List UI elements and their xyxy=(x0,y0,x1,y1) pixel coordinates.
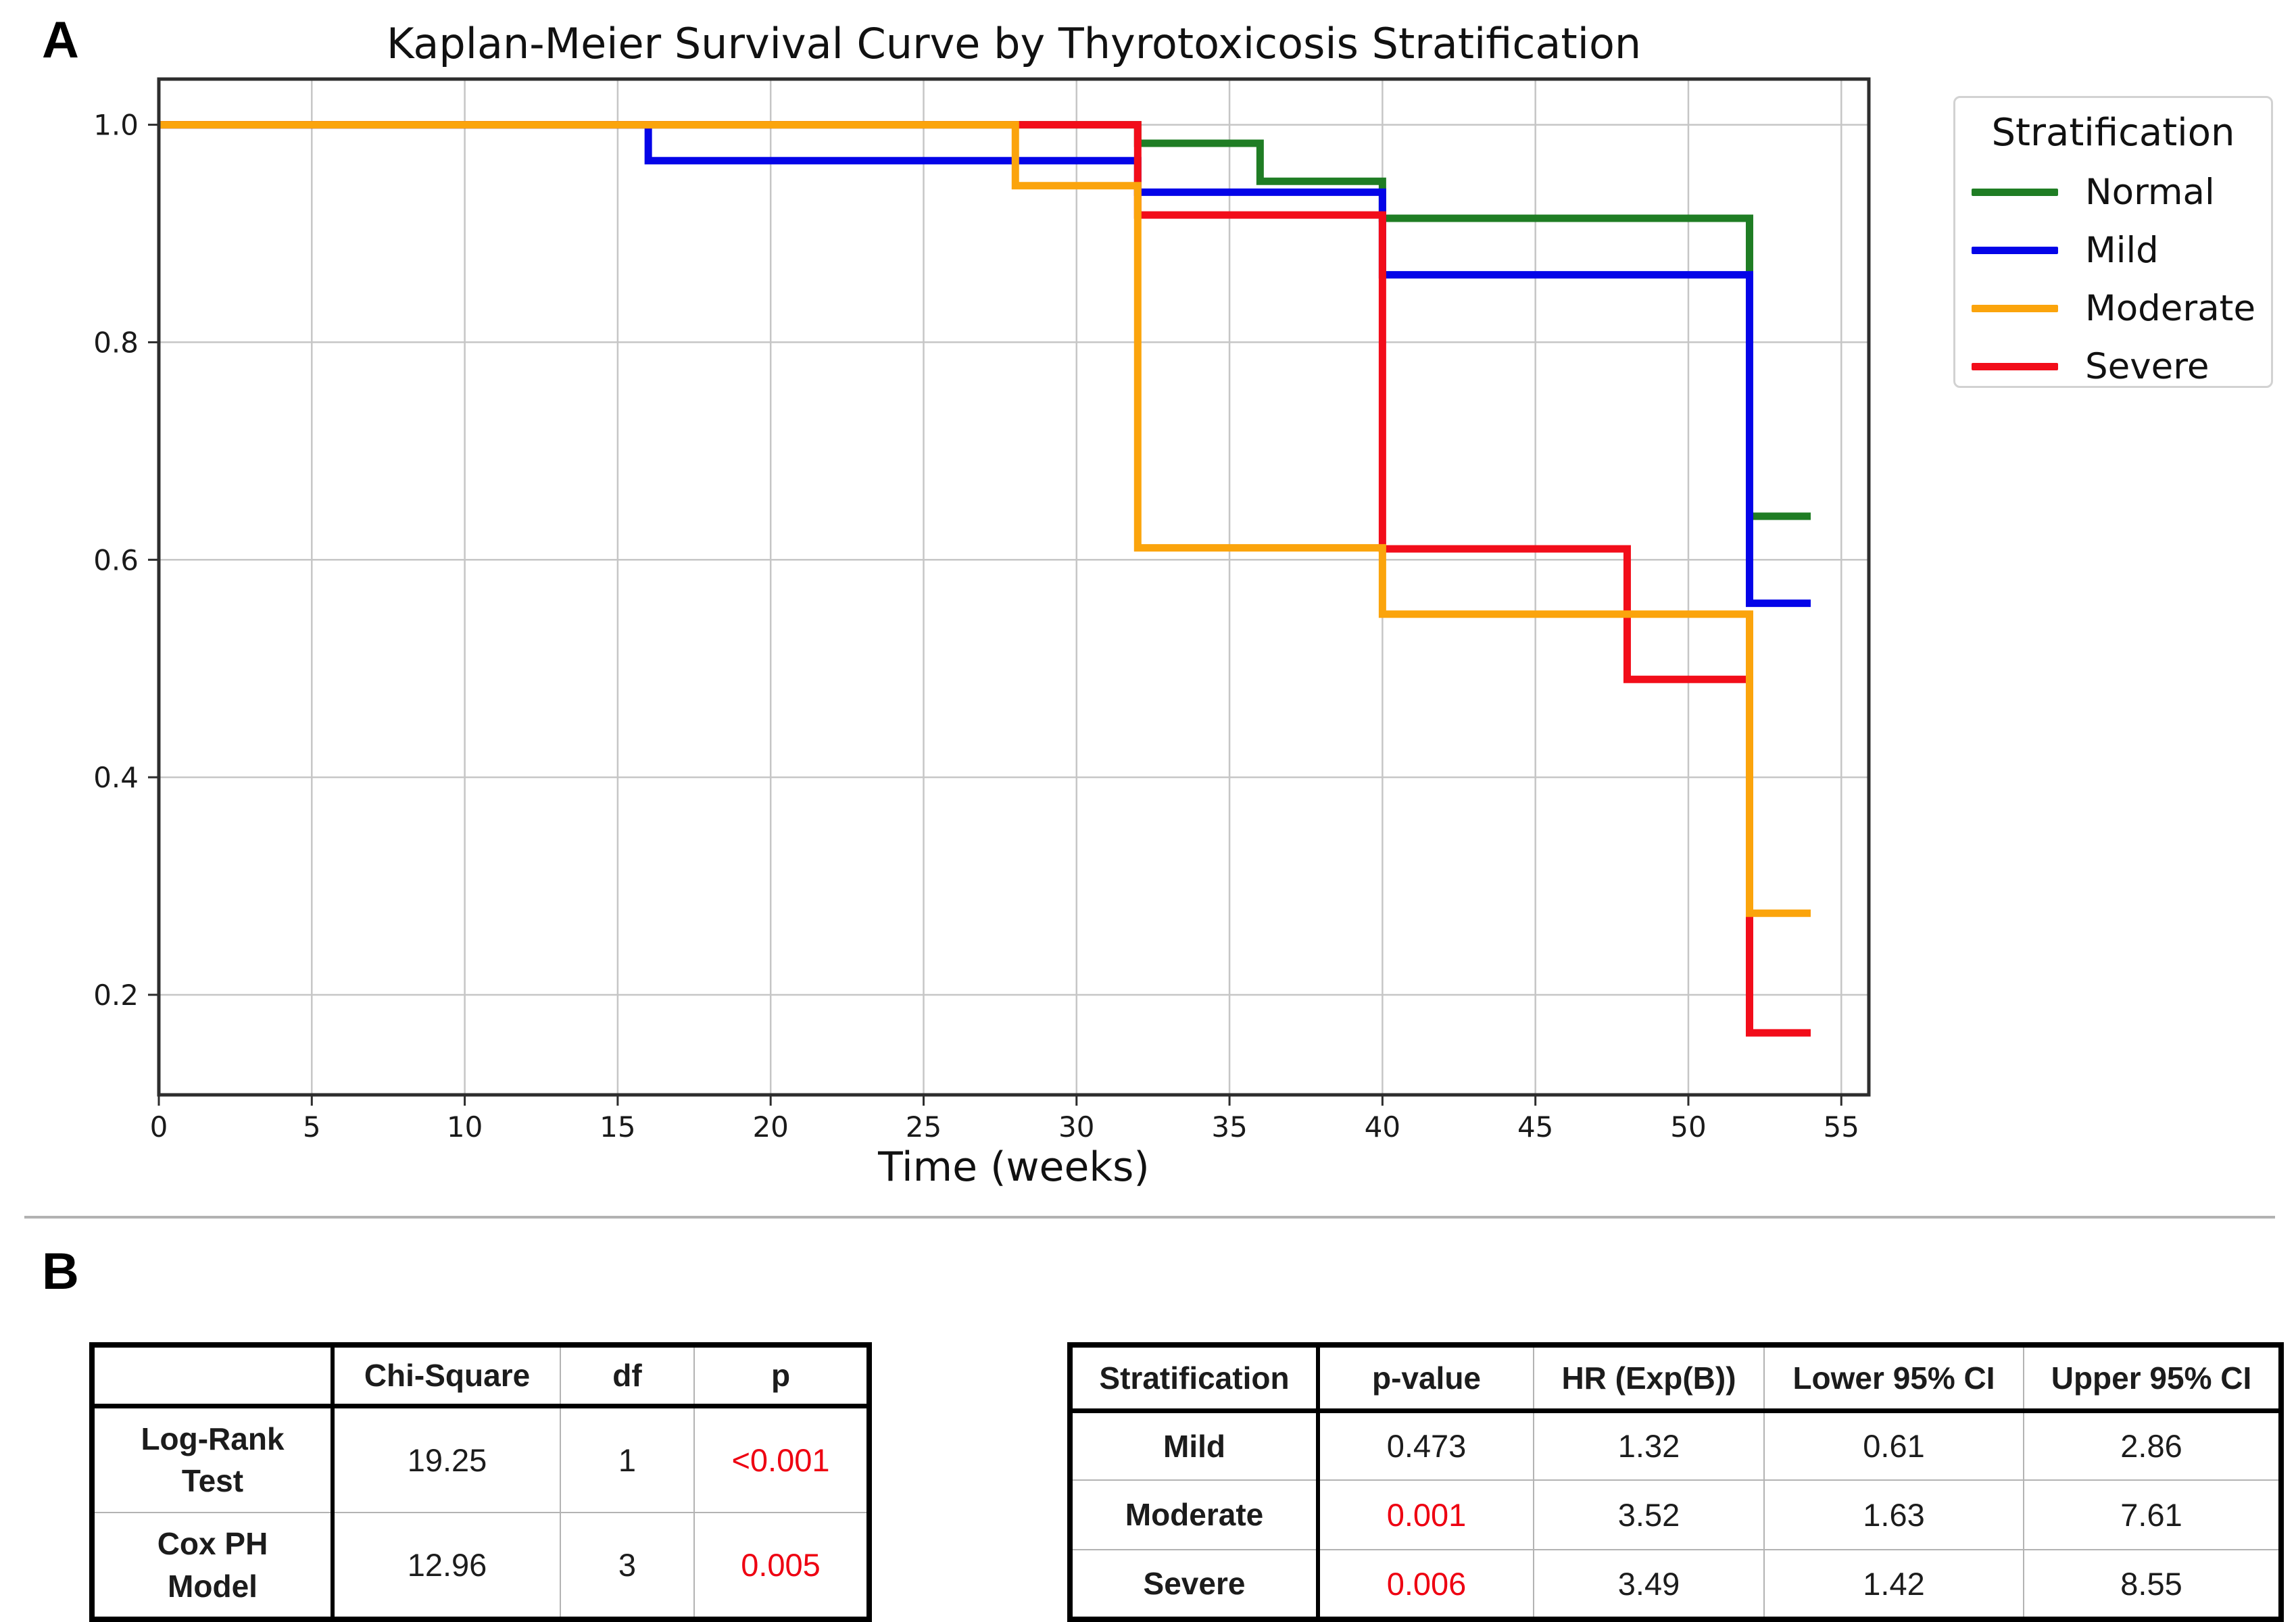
legend-label: Moderate xyxy=(2085,287,2256,329)
stats-chi-square-value: 19.25 xyxy=(332,1405,561,1513)
table-row: Severe 0.006 3.49 1.42 8.55 xyxy=(1069,1549,2282,1620)
y-tick-label: 0.2 xyxy=(93,979,139,1012)
x-tick-label: 30 xyxy=(1058,1110,1094,1144)
series-mild-line xyxy=(159,121,1811,608)
legend-item-severe: Severe xyxy=(1955,337,2271,395)
x-tick-label: 20 xyxy=(752,1110,788,1144)
panel-b-label: B xyxy=(42,1243,79,1300)
cox-header-hr: HR (Exp(B)) xyxy=(1533,1344,1765,1411)
cox-table-header-row: Stratification p-value HR (Exp(B)) Lower… xyxy=(1069,1344,2282,1411)
legend-item-mild: Mild xyxy=(1955,221,2271,279)
stats-header-blank xyxy=(91,1344,335,1406)
x-tick-label: 25 xyxy=(906,1110,942,1144)
legend-label: Mild xyxy=(2085,229,2159,271)
legend-item-moderate: Moderate xyxy=(1955,279,2271,337)
x-tick-label: 55 xyxy=(1824,1110,1859,1144)
stats-row-label: Cox PH Model xyxy=(91,1512,335,1620)
x-tick-label: 0 xyxy=(150,1110,168,1144)
cox-hr-value: 3.49 xyxy=(1533,1549,1765,1620)
x-tick-label: 10 xyxy=(447,1110,483,1144)
cox-header-stratification: Stratification xyxy=(1069,1344,1320,1411)
legend-swatch-normal xyxy=(1972,188,2058,196)
cox-header-upper-ci: Upper 95% CI xyxy=(2023,1344,2282,1411)
cox-lower-ci-value: 1.63 xyxy=(1763,1479,2024,1550)
legend-items: Normal Mild Moderate Severe xyxy=(1955,163,2271,395)
cox-lower-ci-value: 0.61 xyxy=(1763,1410,2024,1481)
stats-header-p: p xyxy=(693,1344,870,1406)
panel-a-label: A xyxy=(42,11,79,69)
y-tick-label: 1.0 xyxy=(93,109,139,142)
cox-p-value: 0.001 xyxy=(1317,1479,1534,1550)
cox-p-value: 0.473 xyxy=(1317,1410,1534,1481)
legend-title: Stratification xyxy=(1991,111,2235,155)
legend-swatch-mild xyxy=(1972,246,2058,254)
y-tick-label: 0.8 xyxy=(93,326,139,359)
stats-df-value: 3 xyxy=(560,1512,695,1620)
table-row: Cox PH Model 12.96 3 0.005 xyxy=(91,1512,870,1620)
series-moderate-line xyxy=(159,121,1811,917)
chart-title: Kaplan-Meier Survival Curve by Thyrotoxi… xyxy=(386,19,1642,68)
km-survival-chart: 0 5 10 15 20 25 30 35 40 45 50 55 1.0 0.8 0.6 0.4 0.2 xyxy=(93,77,1871,1144)
x-tick-label: 45 xyxy=(1517,1110,1553,1144)
cox-header-p-value: p-value xyxy=(1317,1344,1534,1411)
legend-swatch-severe xyxy=(1972,362,2058,370)
legend: Stratification Normal Mild Moderate Severe xyxy=(1953,96,2273,388)
stats-p-value: <0.001 xyxy=(693,1405,870,1513)
stats-header-chi-square: Chi-Square xyxy=(332,1344,561,1406)
stats-table: Chi-Square df p Log-Rank Test 19.25 1 <0… xyxy=(89,1342,872,1622)
legend-swatch-moderate xyxy=(1972,304,2058,312)
x-tick-label: 15 xyxy=(600,1110,635,1144)
stats-table-header-row: Chi-Square df p xyxy=(91,1344,870,1406)
cox-row-label: Moderate xyxy=(1069,1479,1320,1550)
y-tick-label: 0.4 xyxy=(93,761,139,794)
cox-upper-ci-value: 2.86 xyxy=(2023,1410,2282,1481)
x-tick-label: 5 xyxy=(303,1110,321,1144)
cox-header-lower-ci: Lower 95% CI xyxy=(1763,1344,2024,1411)
cox-row-label: Mild xyxy=(1069,1410,1320,1481)
panel-divider xyxy=(24,1216,2275,1219)
cox-p-value: 0.006 xyxy=(1317,1549,1534,1620)
cox-row-label: Severe xyxy=(1069,1549,1320,1620)
cox-lower-ci-value: 1.42 xyxy=(1763,1549,2024,1620)
stats-chi-square-value: 12.96 xyxy=(332,1512,561,1620)
cox-hazard-table: Stratification p-value HR (Exp(B)) Lower… xyxy=(1067,1342,2284,1622)
stats-row-label: Log-Rank Test xyxy=(91,1405,335,1513)
legend-label: Normal xyxy=(2085,171,2215,213)
cox-upper-ci-value: 8.55 xyxy=(2023,1549,2282,1620)
y-tick-label: 0.6 xyxy=(93,543,139,576)
cox-hr-value: 3.52 xyxy=(1533,1479,1765,1550)
series-normal-line xyxy=(159,121,1811,520)
cox-upper-ci-value: 7.61 xyxy=(2023,1479,2282,1550)
table-row: Log-Rank Test 19.25 1 <0.001 xyxy=(91,1405,870,1513)
table-row: Moderate 0.001 3.52 1.63 7.61 xyxy=(1069,1479,2282,1550)
stats-header-df: df xyxy=(560,1344,695,1406)
x-tick-label: 40 xyxy=(1365,1110,1400,1144)
legend-item-normal: Normal xyxy=(1955,163,2271,221)
stats-df-value: 1 xyxy=(560,1405,695,1513)
table-row: Mild 0.473 1.32 0.61 2.86 xyxy=(1069,1410,2282,1481)
x-tick-label: 35 xyxy=(1211,1110,1247,1144)
series-severe-line xyxy=(159,121,1811,1037)
legend-label: Severe xyxy=(2085,345,2209,387)
stats-p-value: 0.005 xyxy=(693,1512,870,1620)
cox-hr-value: 1.32 xyxy=(1533,1410,1765,1481)
x-tick-label: 50 xyxy=(1670,1110,1706,1144)
plot-border xyxy=(157,77,1871,1097)
x-axis-label: Time (weeks) xyxy=(878,1144,1150,1191)
